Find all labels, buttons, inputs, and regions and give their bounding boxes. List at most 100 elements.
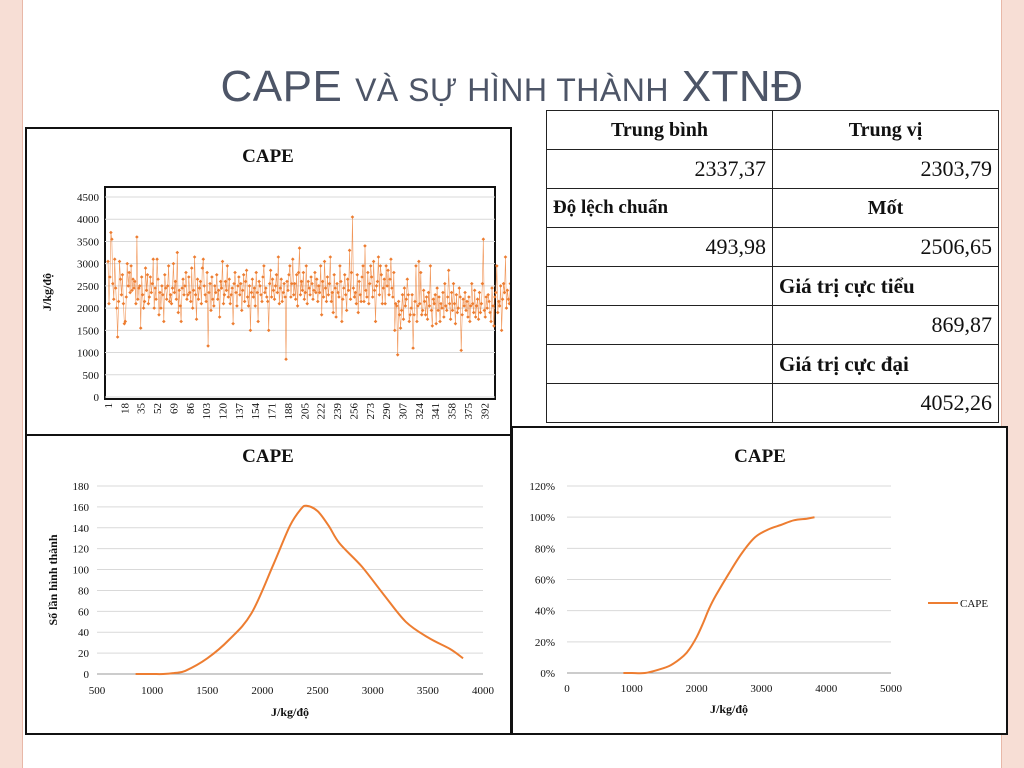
x-tick-label: 239 [332,403,344,420]
data-point [281,290,285,295]
data-point [353,290,358,295]
data-point [214,272,219,277]
data-point [182,292,186,297]
data-point [266,328,271,333]
title-part-1: CAPE [220,62,343,111]
data-point [111,281,115,286]
data-point [169,301,174,306]
data-point [364,288,368,293]
data-point [382,277,387,282]
data-point [289,295,293,299]
table-cell: Giá trị cực đại [772,344,999,384]
y-tick-label: 3500 [77,236,100,248]
data-point [379,272,384,277]
data-point [253,304,258,308]
data-point [438,319,442,324]
data-point [331,310,336,315]
data-point [227,277,232,282]
data-point [392,270,396,275]
data-point [367,301,371,306]
data-point [134,301,138,306]
data-point [211,297,215,302]
data-point [462,304,466,308]
data-point [410,292,414,297]
data-point [155,257,159,262]
data-point [447,301,452,306]
data-point [264,286,268,290]
data-point [162,319,166,324]
y-tick-label: 120% [529,481,555,493]
data-point [252,286,257,290]
data-point [129,264,133,268]
data-point [138,326,143,330]
data-point [483,315,488,319]
data-point [356,310,361,315]
data-point [162,272,167,277]
data-point [121,301,126,306]
data-point [368,264,373,268]
data-point [267,281,272,286]
data-point [220,259,225,264]
chart-title: CAPE [242,146,294,167]
data-point [135,235,139,239]
data-point [479,301,484,306]
data-point [396,299,401,304]
data-point [194,317,199,322]
x-tick-label: 35 [136,403,148,415]
data-point [209,308,213,313]
data-point [283,295,287,299]
data-point [285,279,289,284]
x-tick-label: 0 [564,683,570,695]
data-point [293,297,298,302]
data-point [301,270,306,275]
data-point [299,279,304,284]
data-point [137,284,142,288]
table-row: 493,98 2506,65 [546,227,999,267]
data-point [224,288,229,293]
data-point [229,292,233,297]
data-point [322,259,327,264]
data-point [271,288,276,293]
data-point [474,304,479,308]
data-point [197,286,202,290]
data-point [294,272,299,277]
data-point [223,279,228,284]
data-point [117,259,122,264]
x-tick-label: 1 [103,403,115,409]
data-point [181,277,185,282]
slide-border-left [0,0,23,768]
data-point [187,275,191,279]
data-point [315,277,319,282]
data-point [408,312,412,317]
data-point [188,290,192,295]
data-point [415,319,419,324]
x-tick-label: 3500 [417,685,440,697]
data-point [314,290,318,295]
data-point [131,277,135,282]
data-point [200,266,205,270]
data-point [152,306,156,310]
data-point [432,301,437,306]
data-point [490,286,494,290]
y-tick-label: 4000 [77,214,100,226]
data-point [325,275,330,279]
data-point [199,301,204,306]
table-cell [546,383,773,423]
data-point [180,286,184,290]
data-point [191,288,196,293]
data-point [305,301,310,306]
data-point [110,237,114,242]
data-point [309,275,313,279]
x-tick-label: 69 [168,403,180,415]
data-point [388,277,392,282]
data-point [450,308,455,313]
data-point [233,270,237,275]
x-tick-label: 205 [299,403,311,420]
data-point [503,255,508,259]
data-point [421,288,426,293]
data-point [354,301,359,306]
data-point [409,306,413,310]
data-point [389,257,393,262]
data-point [482,308,487,313]
x-tick-label: 307 [397,403,409,420]
